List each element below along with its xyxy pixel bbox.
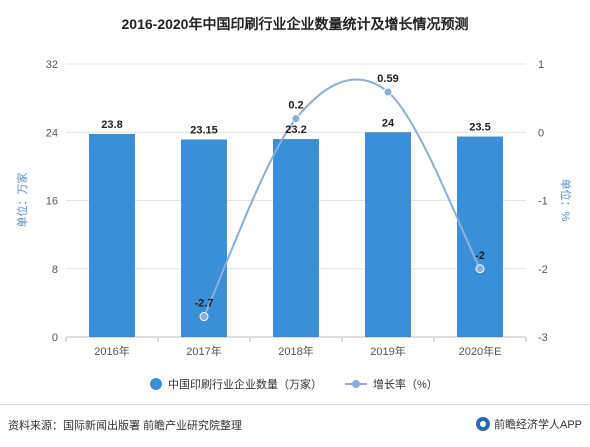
x-tick-label: 2017年	[186, 344, 221, 358]
bar-data-label: 24	[382, 117, 395, 129]
y-left-tick-label: 32	[46, 59, 58, 71]
growth-rate-line	[203, 78, 481, 317]
y-left-tick-label: 24	[46, 127, 58, 139]
legend-bar-label: 中国印刷行业企业数量（万家）	[168, 379, 322, 391]
y-right-tick-label: 0	[538, 127, 544, 139]
brand-label: 前瞻经济学人APP	[493, 419, 582, 431]
y-left-tick-label: 16	[46, 196, 58, 208]
growth-rate-point	[291, 114, 301, 124]
brand-logo-icon	[475, 417, 490, 431]
bar-data-label: 23.15	[190, 125, 218, 137]
legend-item-line[interactable]: 增长率（%）	[345, 374, 438, 394]
line-series	[199, 78, 485, 322]
x-tick-label: 2020年E	[459, 344, 502, 358]
line-data-label: 0.59	[377, 73, 398, 85]
legend-line-swatch	[345, 380, 367, 388]
bar	[273, 139, 319, 337]
y-right-tick-label: -3	[538, 332, 548, 344]
bar	[457, 136, 503, 337]
legend-bar-swatch	[150, 378, 162, 390]
y-left-tick-label: 8	[52, 264, 58, 276]
chart-title: 2016-2020年中国印刷行业企业数量统计及增长情况预测	[121, 16, 469, 32]
y-right-tick-label: -1	[538, 196, 548, 208]
legend-item-bars[interactable]: 中国印刷行业企业数量（万家）	[150, 374, 322, 394]
bar-data-label: 23.8	[101, 119, 122, 131]
bar-data-label: 23.5	[469, 122, 490, 134]
x-tick-label: 2016年	[94, 344, 129, 358]
growth-rate-point	[199, 312, 209, 322]
legend: 中国印刷行业企业数量（万家） 增长率（%）	[0, 374, 590, 394]
line-data-label: 0.2	[288, 100, 303, 112]
bar	[89, 133, 135, 337]
x-tick-label: 2019年	[370, 344, 405, 358]
growth-rate-point	[383, 87, 393, 97]
bar	[365, 132, 411, 337]
x-tick-label: 2018年	[278, 344, 313, 358]
y-axis-right-title: 单位：%	[559, 179, 573, 222]
line-data-label: -2	[475, 250, 485, 262]
footer: 资料来源：国际新闻出版署 前瞻产业研究院整理 前瞻经济学人APP	[0, 404, 590, 442]
y-axis-left-title: 单位：万家	[15, 173, 29, 228]
bar	[181, 139, 227, 337]
y-right-tick-label: 1	[538, 59, 544, 71]
brand[interactable]: 前瞻经济学人APP	[475, 416, 582, 432]
axis-ticks: 0 8 16 24 32 -3 -2 -1 0 1 2016年 2017年 2018年 2019年 2020…	[46, 59, 548, 358]
legend-line-label: 增长率（%）	[373, 379, 438, 391]
bar-data-label: 23.2	[285, 124, 306, 136]
y-right-tick-label: -2	[538, 264, 548, 276]
y-left-tick-label: 0	[52, 332, 58, 344]
data-labels: 23.8 23.15 23.2 24 23.5 -2.7 0.2 0.59 -2	[101, 73, 490, 310]
line-data-label: -2.7	[195, 298, 214, 310]
growth-rate-point	[475, 264, 485, 274]
bar-series	[89, 132, 503, 337]
source-text: 资料来源：国际新闻出版署 前瞻产业研究院整理	[8, 420, 243, 432]
